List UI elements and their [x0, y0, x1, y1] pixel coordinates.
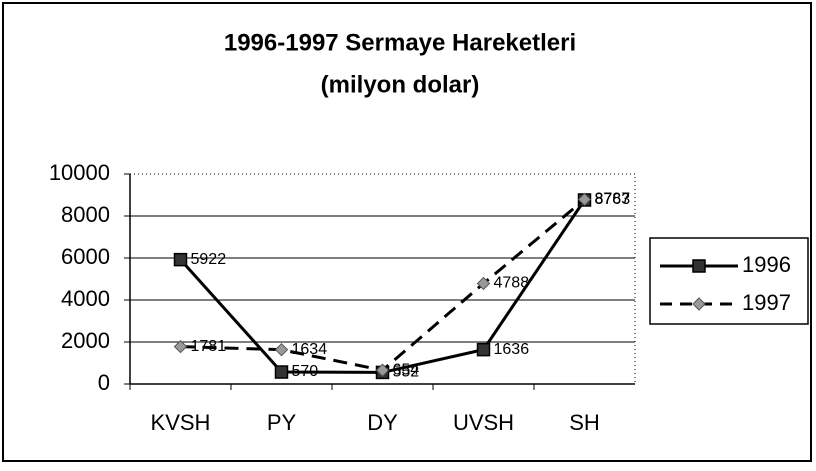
- data-label: 1636: [494, 341, 530, 358]
- data-label: 654: [393, 361, 420, 378]
- x-tick-label: UVSH: [453, 410, 514, 435]
- y-tick-label: 6000: [61, 244, 110, 269]
- x-tick-label: PY: [267, 410, 297, 435]
- data-label: 5922: [191, 251, 227, 268]
- legend-box: [649, 237, 809, 325]
- data-point: [173, 252, 188, 267]
- y-tick-label: 0: [98, 370, 110, 395]
- data-label: 570: [292, 363, 319, 380]
- x-tick-label: SH: [569, 410, 600, 435]
- data-label: 552: [393, 364, 420, 381]
- data-label: 1781: [191, 338, 227, 355]
- data-point: [476, 276, 491, 291]
- data-point: [274, 342, 289, 357]
- legend-marker: [692, 259, 706, 273]
- data-label: 8763: [595, 191, 631, 208]
- legend-marker: [692, 297, 706, 311]
- y-tick-label: 10000: [49, 160, 110, 185]
- y-tick-label: 2000: [61, 328, 110, 353]
- chart-subtitle: (milyon dolar): [321, 71, 480, 98]
- data-label: 8787: [595, 191, 631, 208]
- y-tick-label: 8000: [61, 202, 110, 227]
- data-point: [375, 363, 390, 377]
- chart-title: 1996-1997 Sermaye Hareketleri: [224, 29, 576, 56]
- data-label: 4788: [494, 275, 530, 292]
- data-point: [577, 192, 592, 207]
- x-tick-label: KVSH: [151, 410, 211, 435]
- legend-label: 1996: [742, 252, 791, 277]
- data-point: [274, 365, 289, 379]
- data-point: [476, 342, 491, 357]
- legend-label: 1997: [742, 290, 791, 315]
- x-tick-label: DY: [367, 410, 398, 435]
- data-label: 1634: [292, 341, 328, 358]
- y-tick-label: 4000: [61, 286, 110, 311]
- data-point: [173, 339, 188, 354]
